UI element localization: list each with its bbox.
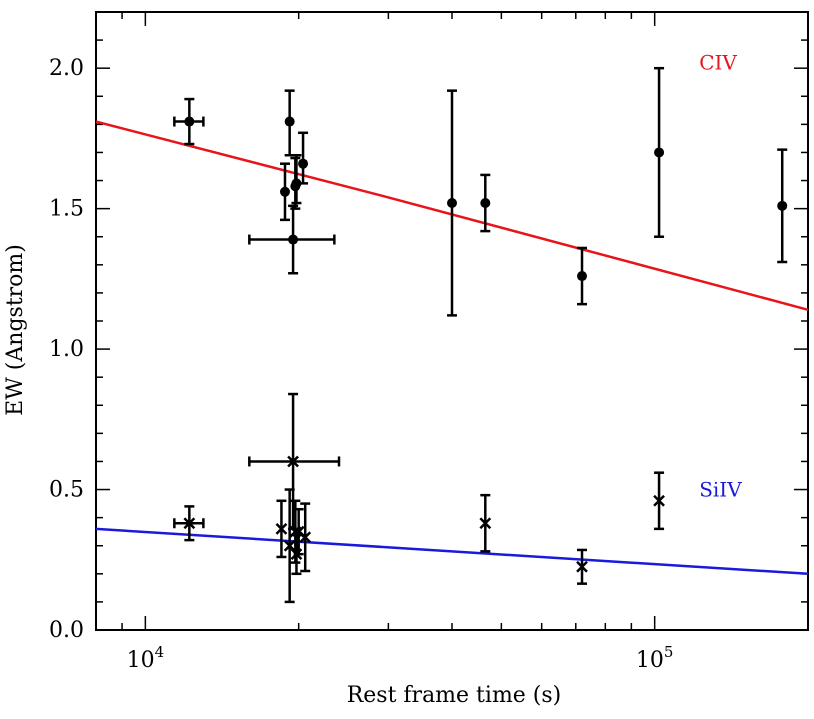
x-tick-label: 104 — [127, 643, 165, 673]
marker-stroke — [576, 560, 588, 573]
y-tick-labels: 0.0 0.5 1.0 1.5 2.0 — [49, 56, 84, 643]
y-tick-label: 2.0 — [49, 56, 84, 81]
data-point-siiv — [275, 522, 288, 535]
data-point-civ — [184, 116, 195, 127]
y-tick-label: 1.0 — [49, 337, 84, 362]
marker-stroke — [275, 522, 288, 535]
data-point-siiv — [576, 560, 588, 573]
minor-ticks — [95, 11, 809, 630]
marker-stroke — [289, 525, 302, 538]
data-point-civ — [447, 198, 457, 209]
data-point-civ — [777, 200, 788, 211]
x-tick-label: 105 — [636, 643, 674, 673]
series-label-siiv: SiIV — [699, 478, 742, 502]
data-point-siiv — [479, 517, 492, 530]
marker-stroke — [299, 531, 312, 544]
marker-stroke — [287, 455, 299, 468]
fit-lines — [95, 120, 809, 576]
fit-line-civ — [95, 120, 809, 312]
data-point-siiv — [653, 494, 665, 507]
y-tick-label: 0.0 — [49, 618, 84, 643]
error-bars — [173, 66, 788, 604]
y-tick-label: 1.5 — [49, 197, 84, 222]
data-point-civ — [288, 234, 299, 245]
series-label-civ: CIV — [699, 51, 737, 75]
marker-stroke — [183, 517, 196, 530]
data-point-siiv — [290, 548, 303, 561]
marker-stroke — [283, 539, 296, 552]
data-point-civ — [480, 198, 491, 209]
marker-stroke — [653, 494, 665, 507]
x-tick-labels: 104 105 — [127, 643, 674, 673]
data-markers — [183, 116, 788, 573]
major-ticks — [96, 12, 808, 631]
data-point-civ — [279, 186, 290, 197]
data-point-siiv — [299, 531, 312, 544]
fit-line-siiv — [95, 527, 809, 576]
data-point-siiv — [287, 455, 299, 468]
data-point-civ — [577, 271, 588, 282]
data-point-civ — [298, 158, 309, 169]
data-point-civ — [654, 147, 665, 158]
data-point-siiv — [289, 525, 302, 538]
marker-stroke — [292, 525, 305, 538]
data-point-siiv — [183, 517, 196, 530]
y-tick-label: 0.5 — [49, 478, 84, 503]
marker-stroke — [479, 517, 492, 530]
marker-stroke — [290, 548, 303, 561]
data-point-civ — [284, 116, 295, 127]
y-axis-title: EW (Angstrom) — [3, 244, 28, 416]
data-point-civ — [291, 178, 302, 189]
x-axis-title: Rest frame time (s) — [347, 683, 562, 708]
